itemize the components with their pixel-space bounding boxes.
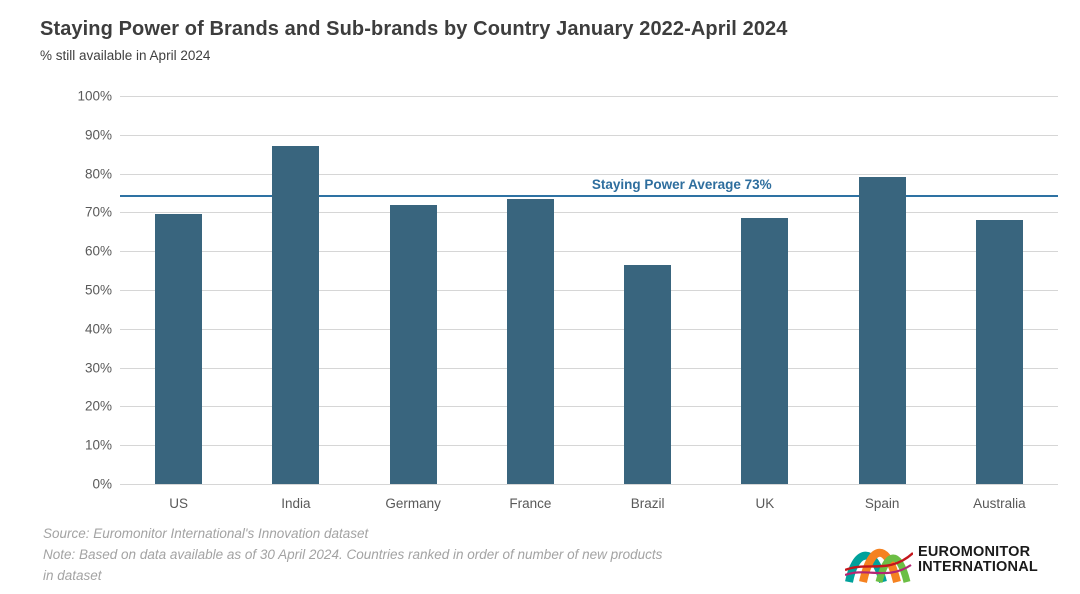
- bar-india: [272, 146, 320, 484]
- chart-title: Staying Power of Brands and Sub-brands b…: [40, 18, 788, 40]
- footer-notes: Source: Euromonitor International's Inno…: [43, 523, 833, 586]
- y-axis: 100% 90% 80% 70% 60% 50% 40% 30% 20% 10% 0%: [40, 89, 112, 492]
- bar-slot: [706, 96, 823, 484]
- x-tick-label-spain: Spain: [864, 496, 900, 511]
- x-tick-label-uk: UK: [755, 496, 775, 511]
- bar-spain: [858, 177, 906, 484]
- gridline: [120, 406, 1058, 408]
- data-note-line-2: in dataset: [43, 568, 102, 583]
- gridline: [120, 251, 1058, 253]
- bar-slot: [824, 96, 941, 484]
- euromonitor-arcs-icon: [845, 548, 913, 583]
- logo-line-1: EUROMONITOR: [918, 543, 1031, 560]
- y-tick-label: 0%: [92, 476, 112, 492]
- bar-uk: [741, 218, 789, 484]
- bars-container: [120, 96, 1058, 484]
- y-tick-label: 40%: [84, 321, 112, 337]
- y-tick-label: 20%: [84, 398, 112, 414]
- gridline: [120, 484, 1058, 485]
- x-tick-label-us: US: [169, 496, 188, 511]
- bar-slot: [472, 96, 589, 484]
- bar-slot: [355, 96, 472, 484]
- gridline: [120, 328, 1058, 330]
- bar-slot: [589, 96, 706, 484]
- gridline: [120, 134, 1058, 136]
- x-axis: US India Germany France Brazil UK Spain Austral…: [120, 496, 1058, 511]
- bar-slot: [237, 96, 354, 484]
- gridline: [120, 367, 1058, 369]
- chart-subtitle: % still available in April 2024: [40, 48, 211, 63]
- y-tick-label: 60%: [84, 243, 112, 259]
- bar-slot: [120, 96, 237, 484]
- x-tick-label-germany: Germany: [385, 496, 441, 511]
- bar-germany: [389, 204, 437, 484]
- bar-us: [155, 214, 203, 484]
- data-note-line-1: Note: Based on data available as of 30 A…: [43, 547, 663, 562]
- bar-australia: [975, 220, 1023, 484]
- average-line-label: Staying Power Average 73%: [591, 176, 772, 192]
- x-tick-label-brazil: Brazil: [630, 496, 665, 511]
- x-tick-label-australia: Australia: [973, 496, 1026, 511]
- gridline: [120, 290, 1058, 291]
- x-tick-label-india: India: [281, 496, 311, 511]
- bar-slot: [941, 96, 1058, 484]
- euromonitor-logo: EUROMONITOR INTERNATIONAL: [845, 537, 1038, 583]
- bar-brazil: [624, 264, 672, 484]
- gridline: [120, 96, 1058, 97]
- y-tick-label: 50%: [84, 282, 112, 298]
- average-line: [120, 194, 1058, 197]
- y-tick-label: 100%: [77, 88, 112, 104]
- source-note: Source: Euromonitor International's Inno…: [43, 526, 369, 541]
- gridline: [120, 445, 1058, 447]
- x-tick-label-france: France: [509, 496, 552, 511]
- bar-france: [506, 198, 554, 484]
- y-tick-label: 80%: [84, 166, 112, 182]
- gridline: [120, 212, 1058, 214]
- plot-area: Staying Power Average 73%: [120, 96, 1058, 485]
- y-tick-label: 10%: [84, 437, 112, 453]
- y-tick-label: 70%: [84, 204, 112, 220]
- y-tick-label: 30%: [84, 360, 112, 376]
- y-tick-label: 90%: [84, 127, 112, 143]
- euromonitor-logo-text: EUROMONITOR INTERNATIONAL: [918, 543, 1038, 576]
- logo-line-2: INTERNATIONAL: [918, 559, 1038, 575]
- gridline: [120, 173, 1058, 175]
